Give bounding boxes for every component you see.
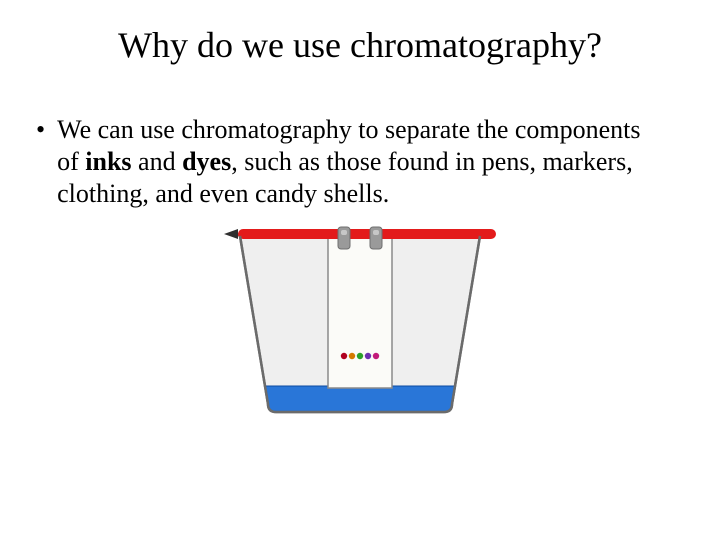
bullet-text: We can use chromatography to separate th… (57, 114, 660, 210)
bullet-item: • We can use chromatography to separate … (0, 114, 720, 210)
bullet-marker: • (36, 114, 45, 146)
bullet-mid: and (132, 147, 183, 176)
page-title: Why do we use chromatography? (0, 0, 720, 66)
bullet-bold-inks: inks (85, 147, 131, 176)
diagram-container (0, 212, 720, 426)
chromatography-diagram (214, 212, 506, 426)
bullet-bold-dyes: dyes (182, 147, 231, 176)
